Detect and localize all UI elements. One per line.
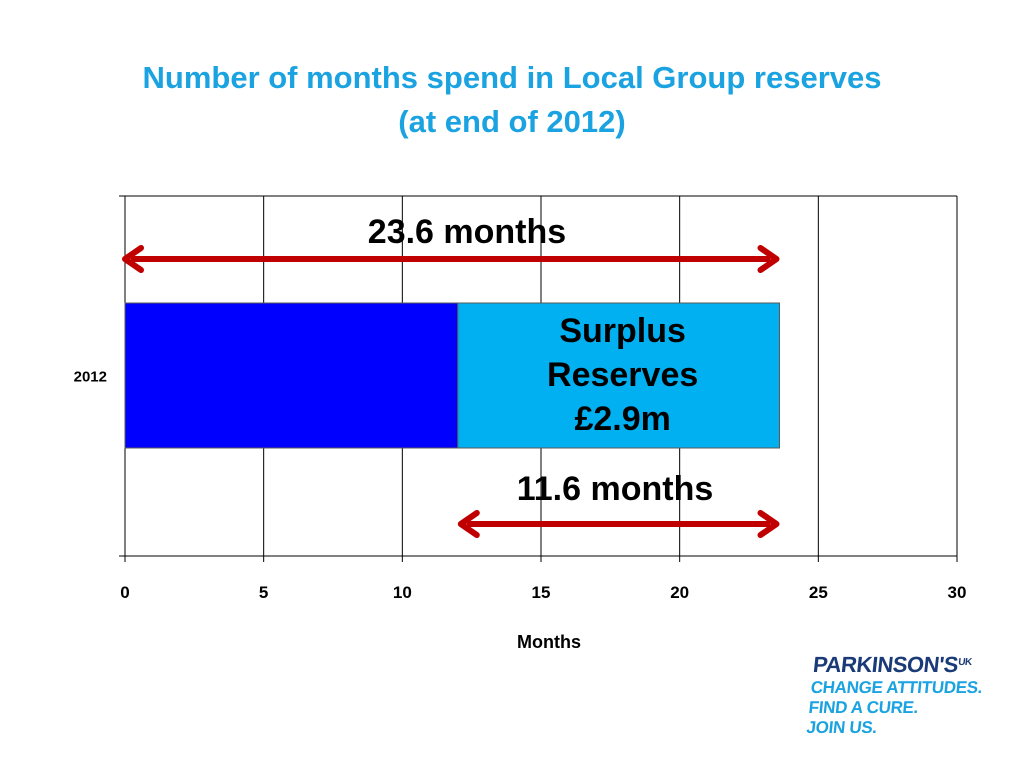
x-tick-label-25: 25 bbox=[809, 583, 828, 602]
arrow-total-head-left bbox=[122, 245, 144, 273]
x-tick-label-15: 15 bbox=[532, 583, 551, 602]
surplus-label-line-2: Reserves bbox=[547, 356, 698, 394]
arrow-total-head-right bbox=[757, 245, 780, 273]
logo-brand-text: PARKINSON'S bbox=[811, 652, 960, 677]
x-tick-label-20: 20 bbox=[670, 583, 689, 602]
annotation-total: 23.6 months bbox=[368, 213, 566, 251]
annotation-surplus: 11.6 months bbox=[517, 470, 714, 508]
x-tick-label-30: 30 bbox=[948, 583, 967, 602]
logo-brand-suffix: UK bbox=[957, 657, 973, 668]
surplus-label-line-3: £2.9m bbox=[574, 400, 670, 438]
parkinsons-uk-logo: PARKINSON'SUK CHANGE ATTITUDES. FIND A C… bbox=[805, 652, 1014, 738]
logo-line-3: JOIN US. bbox=[805, 718, 878, 737]
x-tick-label-10: 10 bbox=[393, 583, 412, 602]
arrow-surplus-head-right bbox=[757, 510, 780, 538]
arrow-surplus-head-left bbox=[457, 510, 480, 538]
bar-segment-2 bbox=[457, 302, 781, 449]
x-axis-title: Months bbox=[517, 632, 581, 652]
slide-title: Number of months spend in Local Group re… bbox=[0, 56, 1024, 144]
category-label-2012: 2012 bbox=[74, 369, 107, 386]
logo-line-2: FIND A CURE. bbox=[807, 698, 920, 717]
x-tick-label-0: 0 bbox=[120, 583, 129, 602]
title-line-2: (at end of 2012) bbox=[398, 104, 626, 139]
x-tick-label-5: 5 bbox=[259, 583, 268, 602]
title-line-1: Number of months spend in Local Group re… bbox=[142, 60, 882, 95]
logo-line-1: CHANGE ATTITUDES. bbox=[809, 678, 984, 697]
bar-segment-1 bbox=[124, 302, 459, 449]
surplus-label-line-1: Surplus bbox=[559, 312, 686, 350]
